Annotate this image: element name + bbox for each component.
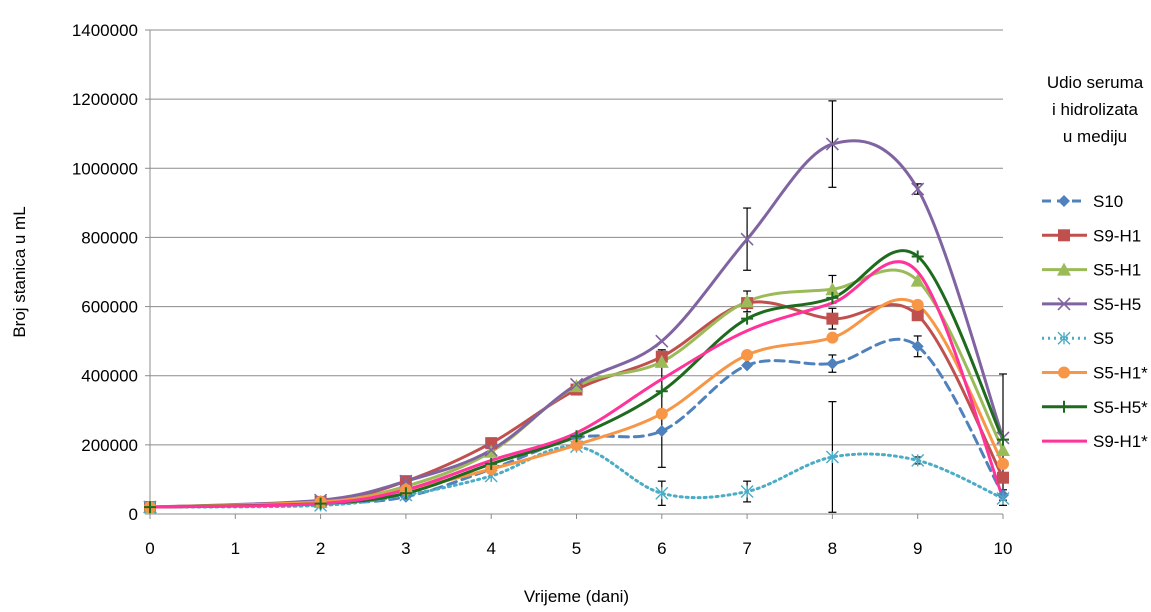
data-point xyxy=(825,137,839,151)
legend-label: S5-H1* xyxy=(1093,364,1148,383)
data-point xyxy=(570,430,583,443)
y-tick-label: 1400000 xyxy=(72,21,138,40)
y-tick-label: 400000 xyxy=(81,367,138,386)
series-line-7 xyxy=(148,260,1005,509)
legend-marker xyxy=(1058,195,1070,207)
series-line-0 xyxy=(148,337,1005,509)
legend-label: S5-H1 xyxy=(1093,261,1141,280)
x-tick-label: 4 xyxy=(486,539,495,558)
legend-marker xyxy=(1057,297,1071,311)
data-point xyxy=(741,312,754,325)
y-tick-label: 600000 xyxy=(81,298,138,317)
legend-title: u mediju xyxy=(1063,127,1127,146)
data-point xyxy=(569,377,584,391)
axes: 0 200000 400000 600000 800000 1000000 1200000 1… xyxy=(10,21,1012,606)
series-line-1 xyxy=(148,300,1005,509)
data-point xyxy=(911,309,924,322)
legend-label: S9-H1* xyxy=(1093,432,1148,451)
data-point xyxy=(399,474,413,488)
series-line-5 xyxy=(148,297,1005,509)
data-point xyxy=(826,312,839,325)
data-point xyxy=(314,497,327,510)
legend-marker xyxy=(1057,262,1071,276)
x-tick-label: 6 xyxy=(657,539,666,558)
data-point xyxy=(484,443,498,457)
y-axis-title: Broj stanica u mL xyxy=(10,206,29,337)
data-point xyxy=(655,407,668,420)
series-line-6 xyxy=(148,249,1005,509)
data-point xyxy=(996,491,1010,505)
x-tick-label: 1 xyxy=(231,539,240,558)
series-markers xyxy=(143,137,1010,514)
data-point xyxy=(911,298,924,311)
legend-label: S5 xyxy=(1093,329,1114,348)
x-tick-label: 0 xyxy=(145,539,154,558)
data-point xyxy=(655,425,668,438)
data-point xyxy=(825,282,840,296)
data-point xyxy=(654,354,669,368)
legend-marker xyxy=(1057,331,1071,345)
legend-marker xyxy=(1058,400,1070,413)
data-point xyxy=(911,182,925,196)
legend-label: S9-H1 xyxy=(1093,226,1141,245)
series-line-4 xyxy=(148,444,1005,509)
legend-label: S10 xyxy=(1093,192,1123,211)
legend-marker xyxy=(1058,229,1070,242)
data-point xyxy=(740,232,754,246)
x-tick-label: 2 xyxy=(316,539,325,558)
data-point xyxy=(399,487,412,500)
data-point xyxy=(741,348,754,361)
data-point xyxy=(144,501,156,514)
legend-marker xyxy=(1058,366,1070,379)
legend: Udio seruma i hidrolizata u mediju S10 S9-H1… xyxy=(1042,73,1148,451)
series-lines xyxy=(148,139,1005,509)
legend-label: S5-H5* xyxy=(1093,398,1148,417)
data-point xyxy=(741,359,754,372)
x-tick-label: 3 xyxy=(401,539,410,558)
x-tick-label: 9 xyxy=(913,539,922,558)
x-tick-label: 5 xyxy=(572,539,581,558)
y-tick-label: 800000 xyxy=(81,228,138,247)
data-point xyxy=(825,450,839,464)
x-axis-title: Vrijeme (dani) xyxy=(524,587,629,606)
data-point xyxy=(826,291,839,304)
data-point xyxy=(740,485,754,499)
y-tick-label: 0 xyxy=(129,505,138,524)
data-point xyxy=(910,273,925,287)
x-tick-label: 10 xyxy=(994,539,1013,558)
series-line-3 xyxy=(148,139,1005,509)
y-tick-label: 1200000 xyxy=(72,90,138,109)
data-point xyxy=(655,334,669,348)
legend-label: S5-H5 xyxy=(1093,295,1141,314)
data-point xyxy=(485,457,498,470)
data-point xyxy=(655,486,669,500)
data-point xyxy=(570,438,583,451)
y-tick-label: 200000 xyxy=(81,436,138,455)
data-point xyxy=(996,443,1010,457)
data-point xyxy=(997,457,1009,470)
data-point xyxy=(997,471,1009,484)
data-point xyxy=(826,331,839,344)
legend-title: Udio seruma xyxy=(1047,73,1144,92)
data-point xyxy=(997,433,1009,446)
x-tick-label: 7 xyxy=(742,539,751,558)
legend-title: i hidrolizata xyxy=(1052,100,1139,119)
data-point xyxy=(911,250,924,263)
data-point xyxy=(740,294,755,308)
y-tick-label: 1000000 xyxy=(72,159,138,178)
gridlines xyxy=(150,29,1003,515)
data-point xyxy=(911,453,925,467)
data-point xyxy=(655,385,668,398)
data-point xyxy=(911,340,924,353)
x-tick-label: 8 xyxy=(828,539,837,558)
data-point xyxy=(826,357,839,370)
